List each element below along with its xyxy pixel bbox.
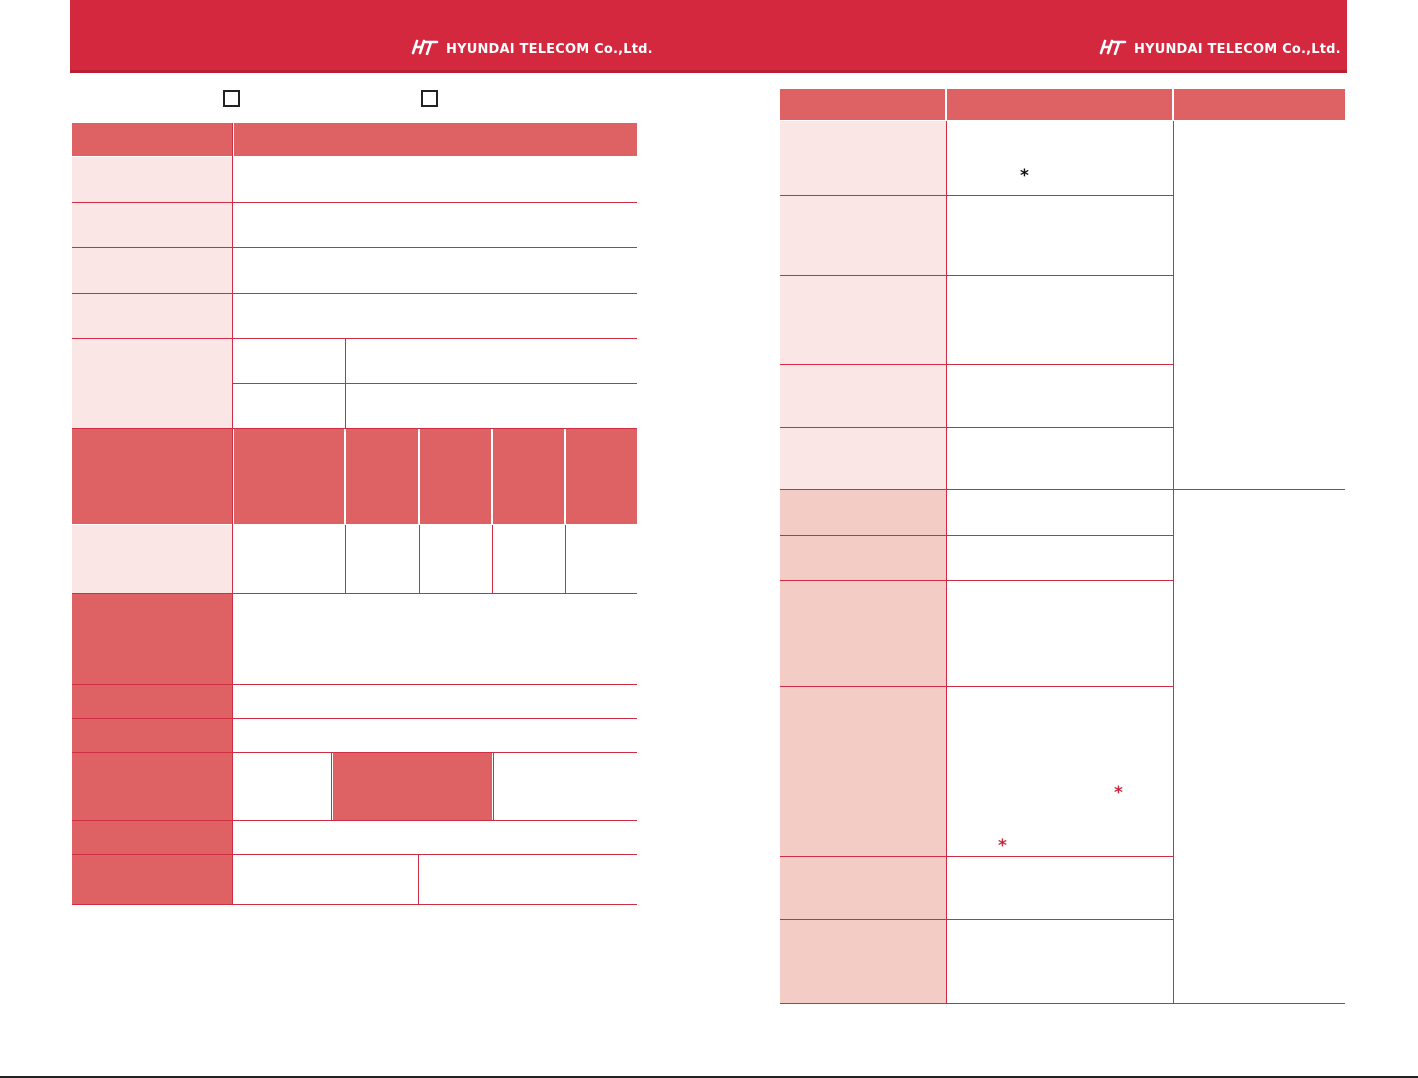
right-row-label — [780, 276, 946, 364]
right-row-label-medium — [780, 490, 946, 535]
right-row-label — [780, 365, 946, 427]
left-row-label — [72, 294, 232, 338]
left-multicol-header — [72, 429, 637, 524]
left-row-label-dark — [72, 594, 232, 684]
brand-text-right: HYUNDAI TELECOM Co.,Ltd. — [1134, 41, 1341, 57]
right-row-label-medium — [780, 536, 946, 580]
left-row-label — [72, 525, 232, 593]
left-row-label-dark — [72, 685, 232, 718]
left-inner-header-dark — [333, 753, 492, 820]
left-row-label-dark — [72, 855, 232, 904]
header-band — [70, 0, 1347, 73]
right-header-row — [780, 89, 1345, 120]
left-header-value-cell — [234, 123, 637, 156]
footnote-asterisk-icon: * — [1020, 166, 1029, 186]
ht-logo-icon — [1098, 39, 1128, 59]
checkbox-option-1[interactable] — [223, 90, 240, 107]
left-row-label — [72, 157, 232, 202]
checkbox-option-2[interactable] — [421, 90, 438, 107]
left-row-label-dark — [72, 821, 232, 854]
brand-right: HYUNDAI TELECOM Co.,Ltd. — [1098, 37, 1341, 61]
right-row-label-medium — [780, 581, 946, 686]
left-row-label-merged — [72, 339, 232, 428]
right-row-label — [780, 196, 946, 275]
right-row-label-medium — [780, 687, 946, 856]
right-row-label — [780, 121, 946, 195]
right-row-label-medium — [780, 920, 946, 1003]
left-row-label-dark — [72, 753, 232, 820]
right-row-label — [780, 428, 946, 489]
footnote-asterisk-icon: * — [1114, 783, 1123, 803]
ht-logo-icon — [410, 39, 440, 59]
left-row-label-dark — [72, 719, 232, 752]
page-bottom-rule — [0, 1076, 1418, 1078]
left-row-label — [72, 203, 232, 247]
brand-text-left: HYUNDAI TELECOM Co.,Ltd. — [446, 41, 653, 57]
footnote-asterisk-icon: * — [998, 836, 1007, 856]
left-header-label-cell — [72, 123, 232, 156]
brand-left: HYUNDAI TELECOM Co.,Ltd. — [410, 37, 653, 61]
right-row-label-medium — [780, 857, 946, 919]
left-row-label — [72, 248, 232, 293]
